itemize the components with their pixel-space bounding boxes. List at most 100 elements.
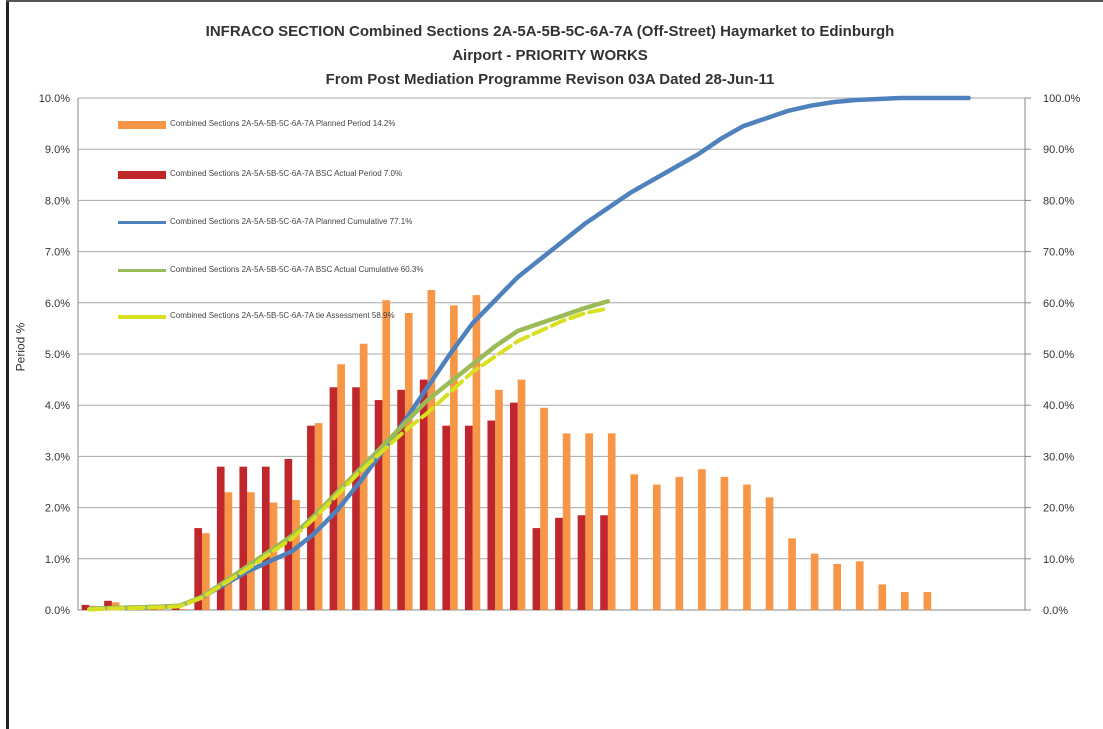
- bar: [788, 538, 796, 610]
- bar: [607, 433, 616, 610]
- legend-label-tie-assessment: Combined Sections 2A-5A-5B-5C-6A-7A tie …: [170, 311, 395, 320]
- bar: [104, 600, 112, 610]
- bar: [517, 379, 526, 610]
- bar: [179, 608, 188, 610]
- y-right-tick-label: 60.0%: [1043, 298, 1074, 310]
- bar: [532, 528, 541, 610]
- y-right-tick-label: 50.0%: [1043, 349, 1074, 361]
- y-right-tick-label: 30.0%: [1043, 451, 1074, 463]
- frame-border-top: [6, 0, 1103, 2]
- bar: [404, 313, 413, 610]
- y-left-tick-label: 5.0%: [45, 349, 70, 361]
- bar: [600, 515, 608, 610]
- y-axis-label-left: Period %: [13, 322, 28, 372]
- legend-item-planned-period: Combined Sections 2A-5A-5B-5C-6A-7A Plan…: [118, 118, 438, 148]
- bar: [427, 290, 436, 610]
- bar: [833, 563, 842, 610]
- y-left-tick-label: 3.0%: [45, 451, 70, 463]
- series-line: [87, 299, 611, 612]
- chart-title-line-2: Airport - PRIORITY WORKS: [452, 47, 648, 64]
- bar: [630, 474, 639, 610]
- chart-title: INFRACO SECTION Combined Sections 2A-5A-…: [100, 20, 1000, 92]
- legend-item-actual-period: Combined Sections 2A-5A-5B-5C-6A-7A BSC …: [118, 168, 438, 198]
- bar: [743, 484, 751, 610]
- bar: [171, 607, 180, 610]
- chart-title-line-1: INFRACO SECTION Combined Sections 2A-5A-…: [205, 23, 895, 40]
- legend-label-planned-cumulative: Combined Sections 2A-5A-5B-5C-6A-7A Plan…: [170, 217, 413, 226]
- bar: [292, 499, 300, 610]
- bar: [202, 533, 210, 610]
- bar: [261, 466, 270, 610]
- y-left-tick-label: 2.0%: [45, 503, 70, 515]
- chart-title-line-3: From Post Mediation Programme Revison 03…: [325, 71, 775, 88]
- bar: [878, 584, 887, 610]
- bar: [216, 466, 225, 610]
- bar: [675, 476, 684, 610]
- bar: [247, 492, 255, 610]
- bar: [562, 433, 571, 610]
- bar: [382, 300, 391, 610]
- bar: [495, 389, 503, 610]
- legend-item-actual-cumulative: Combined Sections 2A-5A-5B-5C-6A-7A BSC …: [118, 264, 438, 294]
- bar: [352, 387, 360, 610]
- bar: [397, 389, 405, 610]
- bar: [555, 517, 563, 610]
- y-left-tick-label: 0.0%: [45, 605, 70, 617]
- legend-label-actual-cumulative: Combined Sections 2A-5A-5B-5C-6A-7A BSC …: [170, 265, 424, 274]
- y-left-tick-label: 7.0%: [45, 247, 70, 259]
- bar: [269, 502, 278, 610]
- frame-border-left: [6, 0, 9, 729]
- bar: [923, 592, 932, 610]
- bar: [314, 423, 323, 610]
- bar: [585, 433, 593, 610]
- legend-label-actual-period: Combined Sections 2A-5A-5B-5C-6A-7A BSC …: [170, 169, 403, 178]
- bar: [224, 492, 233, 610]
- bar: [810, 553, 819, 610]
- legend-item-planned-cumulative: Combined Sections 2A-5A-5B-5C-6A-7A Plan…: [118, 216, 438, 246]
- bar: [450, 305, 458, 610]
- y-left-tick-label: 1.0%: [45, 554, 70, 566]
- bar: [81, 604, 90, 610]
- bar: [284, 458, 293, 610]
- y-right-tick-label: 10.0%: [1043, 554, 1074, 566]
- legend-label-planned-period: Combined Sections 2A-5A-5B-5C-6A-7A Plan…: [170, 119, 396, 128]
- y-right-tick-label: 90.0%: [1043, 144, 1074, 156]
- y-right-tick-label: 70.0%: [1043, 247, 1074, 259]
- bar: [239, 466, 248, 610]
- legend-swatch-actual-period: [118, 171, 166, 179]
- bar: [472, 295, 481, 610]
- y-right-tick-label: 20.0%: [1043, 503, 1074, 515]
- legend-line-actual-cumulative: [118, 269, 166, 272]
- bar: [765, 497, 774, 610]
- y-right-tick-label: 80.0%: [1043, 195, 1074, 207]
- bar: [855, 561, 864, 610]
- y-right-tick-label: 100.0%: [1043, 93, 1081, 105]
- series-line: [87, 306, 610, 612]
- legend-swatch-planned-period: [118, 121, 166, 129]
- bar: [900, 592, 909, 610]
- y-right-tick-label: 40.0%: [1043, 400, 1074, 412]
- bar: [374, 400, 383, 610]
- bar: [487, 420, 496, 610]
- bar: [652, 484, 661, 610]
- y-left-tick-label: 9.0%: [45, 144, 70, 156]
- bar: [540, 407, 548, 610]
- bar: [720, 476, 729, 610]
- y-left-tick-label: 10.0%: [39, 93, 70, 105]
- bar: [510, 402, 518, 610]
- bar: [442, 425, 451, 610]
- legend-line-planned-cumulative: [118, 221, 166, 224]
- y-left-tick-label: 8.0%: [45, 195, 70, 207]
- legend-line-tie-assessment: [118, 315, 166, 319]
- bar: [156, 608, 165, 610]
- bar: [464, 425, 473, 610]
- y-left-tick-label: 6.0%: [45, 298, 70, 310]
- y-left-tick-label: 4.0%: [45, 400, 70, 412]
- y-right-tick-label: 0.0%: [1043, 605, 1068, 617]
- bar: [577, 515, 586, 610]
- legend-item-tie-assessment: Combined Sections 2A-5A-5B-5C-6A-7A tie …: [118, 310, 438, 340]
- bar: [698, 469, 706, 610]
- bar: [419, 379, 428, 610]
